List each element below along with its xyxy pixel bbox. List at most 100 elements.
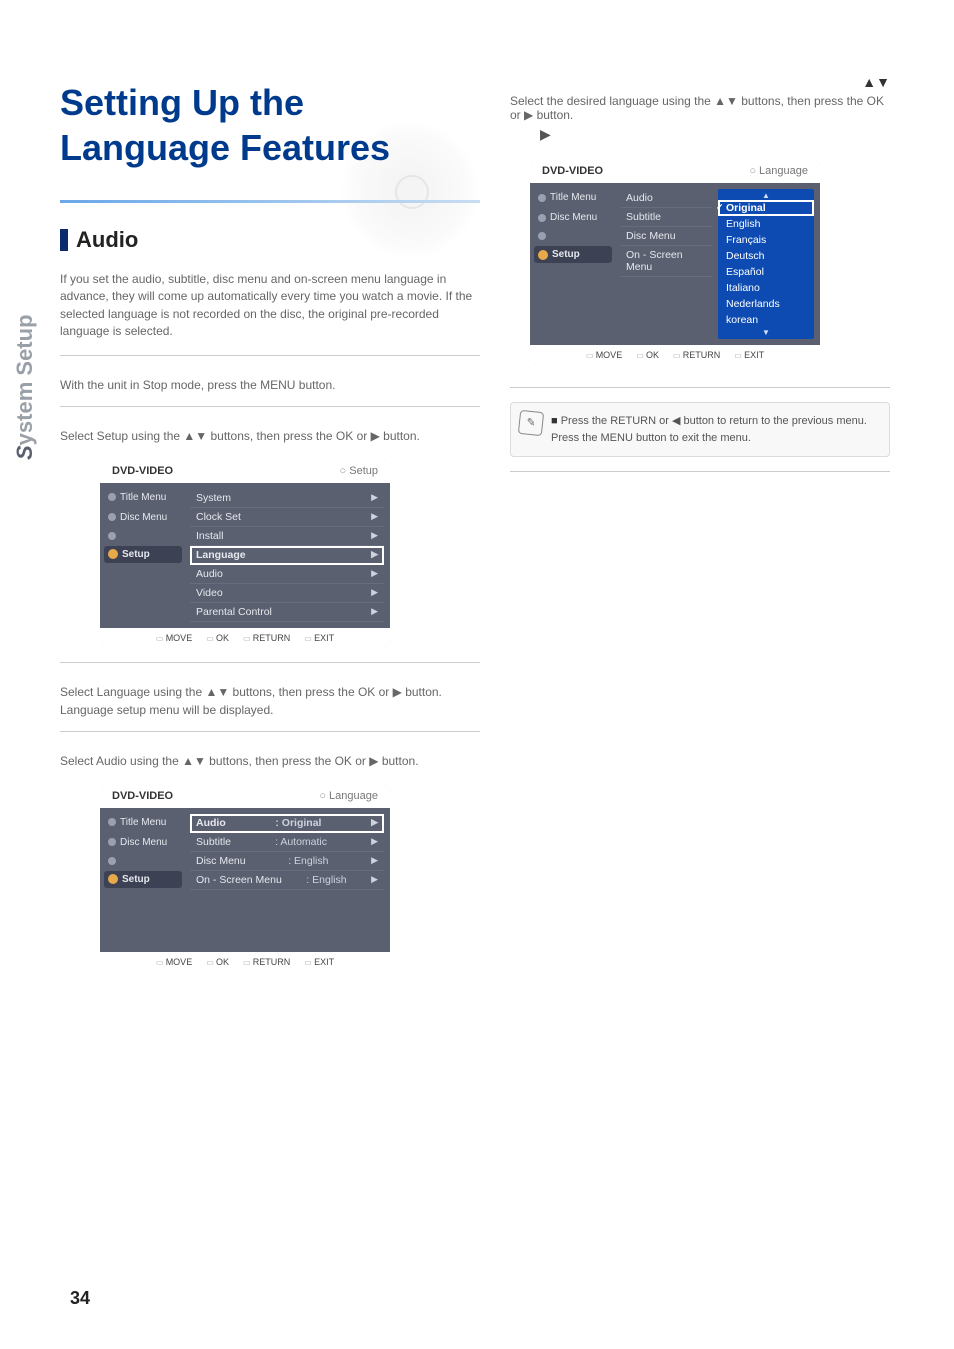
side-disc-menu: Disc Menu	[104, 509, 182, 526]
divider	[60, 731, 480, 732]
row-discmenu: Disc Menu	[620, 227, 712, 246]
f-return: RETURN	[673, 350, 720, 360]
page-title: Setting Up the Language Features	[60, 80, 480, 170]
osd-footer: MOVE OK RETURN EXIT	[100, 952, 390, 972]
divider	[510, 471, 890, 472]
language-popup-list: ▲ Original English Français Deutsch Espa…	[718, 189, 814, 339]
step3-text: Select Language using the ▲▼ buttons, th…	[60, 685, 480, 699]
step-4: Select Audio using the ▲▼ buttons, then …	[60, 754, 480, 972]
step-3: Select Language using the ▲▼ buttons, th…	[60, 685, 480, 717]
divider	[60, 355, 480, 356]
osd-sidebar: Title Menu Disc Menu Setup	[100, 483, 186, 628]
step2-text: Select Setup using the ▲▼ buttons, then …	[60, 429, 480, 443]
title-line-1: Setting Up the	[60, 82, 304, 123]
title-line-2: Language Features	[60, 127, 390, 168]
side-tab-initial: S	[12, 445, 37, 460]
row-subtitle: Subtitle	[620, 208, 712, 227]
step5-text: Select the desired language using the ▲▼…	[510, 94, 890, 122]
row-audio: Audio: Original▶	[190, 814, 384, 833]
section-heading-audio: Audio	[60, 227, 480, 253]
popup-espanol: Español	[718, 264, 814, 280]
page-number: 34	[70, 1288, 90, 1309]
f-exit: EXIT	[304, 957, 334, 967]
osd-main: System▶ Clock Set▶ Install▶ Language▶ Au…	[186, 483, 390, 628]
f-move: MOVE	[156, 633, 192, 643]
popup-korean: korean	[718, 312, 814, 328]
osd-sidebar: Title Menu Disc Menu Setup	[530, 183, 616, 345]
osd-footer: MOVE OK RETURN EXIT	[530, 345, 820, 365]
side-blank	[534, 229, 612, 243]
row-language: Language▶	[190, 546, 384, 565]
scroll-down-icon: ▼	[718, 328, 814, 337]
step-2: Select Setup using the ▲▼ buttons, then …	[60, 429, 480, 648]
osd-title: DVD-VIDEO	[112, 465, 173, 477]
row-discmenu: Disc Menu: English▶	[190, 852, 384, 871]
step1-text: With the unit in Stop mode, press the ME…	[60, 378, 480, 392]
side-setup: Setup	[104, 871, 182, 888]
f-ok: OK	[636, 350, 659, 360]
side-blank	[104, 854, 182, 868]
popup-english: English	[718, 216, 814, 232]
osd-crumb: Language	[749, 165, 808, 177]
step4-text: Select Audio using the ▲▼ buttons, then …	[60, 754, 480, 768]
side-blank	[104, 529, 182, 543]
side-title-menu: Title Menu	[104, 489, 182, 506]
osd-header: DVD-VIDEO Setup	[100, 459, 390, 483]
f-move: MOVE	[156, 957, 192, 967]
popup-francais: Français	[718, 232, 814, 248]
f-exit: EXIT	[734, 350, 764, 360]
osd-crumb: Language	[319, 790, 378, 802]
f-ok: OK	[206, 957, 229, 967]
nav-arrows-icon: ▲▼	[862, 74, 890, 90]
row-install: Install▶	[190, 527, 384, 546]
divider	[510, 387, 890, 388]
popup-original: Original	[718, 200, 814, 216]
osd-main: Audio Subtitle Disc Menu On - Screen Men…	[616, 183, 820, 345]
title-rule	[60, 200, 480, 203]
f-return: RETURN	[243, 957, 290, 967]
play-arrow-icon: ▶	[540, 126, 890, 143]
row-video: Video▶	[190, 584, 384, 603]
side-disc-menu: Disc Menu	[104, 834, 182, 851]
osd-language-menu: DVD-VIDEO Language Title Menu Disc Menu …	[100, 784, 390, 972]
osd-title: DVD-VIDEO	[542, 165, 603, 177]
divider	[60, 406, 480, 407]
osd-header: DVD-VIDEO Language	[530, 159, 820, 183]
heading-bar	[60, 229, 68, 251]
row-clock: Clock Set▶	[190, 508, 384, 527]
note-box: ✎ Press the RETURN or ◀ button to return…	[510, 402, 890, 457]
osd-header: DVD-VIDEO Language	[100, 784, 390, 808]
osd-sidebar: Title Menu Disc Menu Setup	[100, 808, 186, 952]
osd-footer: MOVE OK RETURN EXIT	[100, 628, 390, 648]
note-icon: ✎	[518, 410, 544, 436]
f-ok: OK	[206, 633, 229, 643]
f-move: MOVE	[586, 350, 622, 360]
divider	[60, 662, 480, 663]
side-title-menu: Title Menu	[534, 189, 612, 206]
side-title-menu: Title Menu	[104, 814, 182, 831]
note-text: Press the RETURN or ◀ button to return t…	[551, 413, 877, 446]
section-title: Audio	[76, 227, 138, 253]
osd-main: Audio: Original▶ Subtitle: Automatic▶ Di…	[186, 808, 390, 952]
row-parental: Parental Control▶	[190, 603, 384, 622]
popup-italiano: Italiano	[718, 280, 814, 296]
row-system: System▶	[190, 489, 384, 508]
side-setup: Setup	[104, 546, 182, 563]
scroll-up-icon: ▲	[718, 191, 814, 200]
step3-text-b: Language setup menu will be displayed.	[60, 703, 480, 717]
side-tab: System Setup	[12, 314, 38, 460]
osd-setup-menu: DVD-VIDEO Setup Title Menu Disc Menu Set…	[100, 459, 390, 648]
side-disc-menu: Disc Menu	[534, 209, 612, 226]
osd-language-popup: DVD-VIDEO Language Title Menu Disc Menu …	[530, 159, 820, 365]
step-1: With the unit in Stop mode, press the ME…	[60, 378, 480, 392]
osd-title: DVD-VIDEO	[112, 790, 173, 802]
f-exit: EXIT	[304, 633, 334, 643]
row-audio: Audio	[620, 189, 712, 208]
row-subtitle: Subtitle: Automatic▶	[190, 833, 384, 852]
row-audio: Audio▶	[190, 565, 384, 584]
row-onscreen: On - Screen Menu	[620, 246, 712, 277]
f-return: RETURN	[243, 633, 290, 643]
row-onscreen: On - Screen Menu: English▶	[190, 871, 384, 890]
side-tab-rest: ystem Setup	[12, 314, 37, 445]
intro-text: If you set the audio, subtitle, disc men…	[60, 271, 480, 341]
